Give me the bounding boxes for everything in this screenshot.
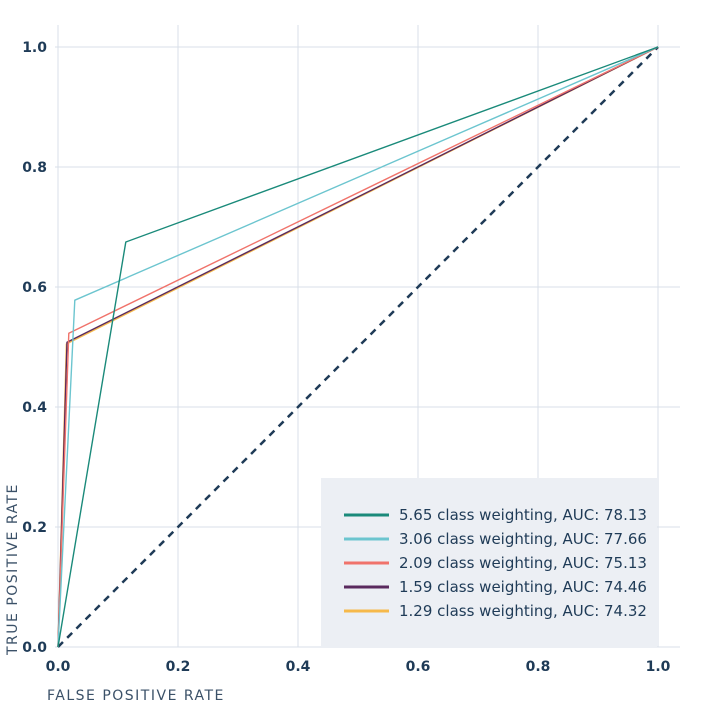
- x-tick-labels: 0.0 0.2 0.4 0.6 0.8 1.0: [46, 659, 671, 675]
- legend-label: 2.09 class weighting, AUC: 75.13: [399, 554, 647, 572]
- y-tick-label: 0.4: [22, 400, 47, 416]
- y-tick-label: 1.0: [22, 40, 47, 56]
- legend-label: 3.06 class weighting, AUC: 77.66: [399, 530, 647, 548]
- y-tick-label: 0.8: [22, 160, 47, 176]
- x-axis-label: FALSE POSITIVE RATE: [47, 688, 225, 704]
- roc-curves: [57, 46, 659, 648]
- y-tick-label: 0.6: [22, 280, 47, 296]
- series-line: [57, 46, 659, 648]
- x-tick-label: 0.6: [406, 659, 431, 675]
- x-tick-label: 0.2: [166, 659, 191, 675]
- x-tick-label: 0.4: [286, 659, 311, 675]
- x-tick-label: 0.0: [46, 659, 71, 675]
- y-tick-labels: 0.0 0.2 0.4 0.6 0.8 1.0: [22, 40, 47, 656]
- legend-label: 5.65 class weighting, AUC: 78.13: [399, 506, 647, 524]
- series-line: [57, 46, 659, 648]
- x-tick-label: 1.0: [646, 659, 671, 675]
- legend-label: 1.29 class weighting, AUC: 74.32: [399, 602, 647, 620]
- x-tick-label: 0.8: [526, 659, 551, 675]
- legend: 5.65 class weighting, AUC: 78.13 3.06 cla…: [321, 478, 657, 648]
- legend-label: 1.59 class weighting, AUC: 74.46: [399, 578, 647, 596]
- series-line: [57, 46, 659, 648]
- y-axis-label: TRUE POSITIVE RATE: [5, 483, 21, 656]
- y-tick-label: 0.2: [22, 520, 47, 536]
- reference-diagonal: [57, 46, 659, 648]
- y-tick-label: 0.0: [22, 640, 47, 656]
- reference-line: [57, 46, 659, 648]
